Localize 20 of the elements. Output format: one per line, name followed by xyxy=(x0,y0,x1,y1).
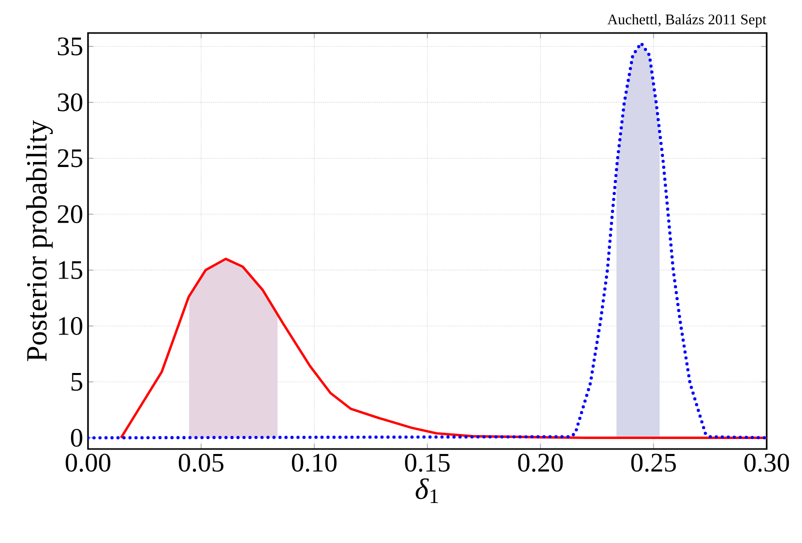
y-tick-label: 15 xyxy=(58,261,82,279)
x-tick-label: 0.25 xyxy=(631,454,676,472)
x-tick-label: 0.00 xyxy=(66,454,110,472)
y-tick-label: 0 xyxy=(70,428,82,447)
y-tick-label: 35 xyxy=(58,37,82,56)
x-tick-label: 0.20 xyxy=(518,454,563,472)
x-tick-label: 0.15 xyxy=(405,454,450,472)
y-tick-label: 30 xyxy=(58,93,82,112)
y-tick-label: 20 xyxy=(58,205,82,224)
line-series xyxy=(120,258,767,440)
text: Auchettl, Balázs 2011 Sept xyxy=(607,14,766,28)
x-tick-label: 0.05 xyxy=(178,454,224,472)
y-axis-title: Posterior probability xyxy=(26,120,53,362)
y-tick-label: 10 xyxy=(58,316,82,335)
x-axis-title: δ$_{1}$ xyxy=(416,478,438,503)
x-tick-label: 0.30 xyxy=(744,454,789,472)
y-tick-label: 25 xyxy=(58,149,82,168)
y-tick-label: 5 xyxy=(72,373,82,391)
line-series xyxy=(88,41,767,440)
x-tick-label: 0.10 xyxy=(292,454,337,472)
